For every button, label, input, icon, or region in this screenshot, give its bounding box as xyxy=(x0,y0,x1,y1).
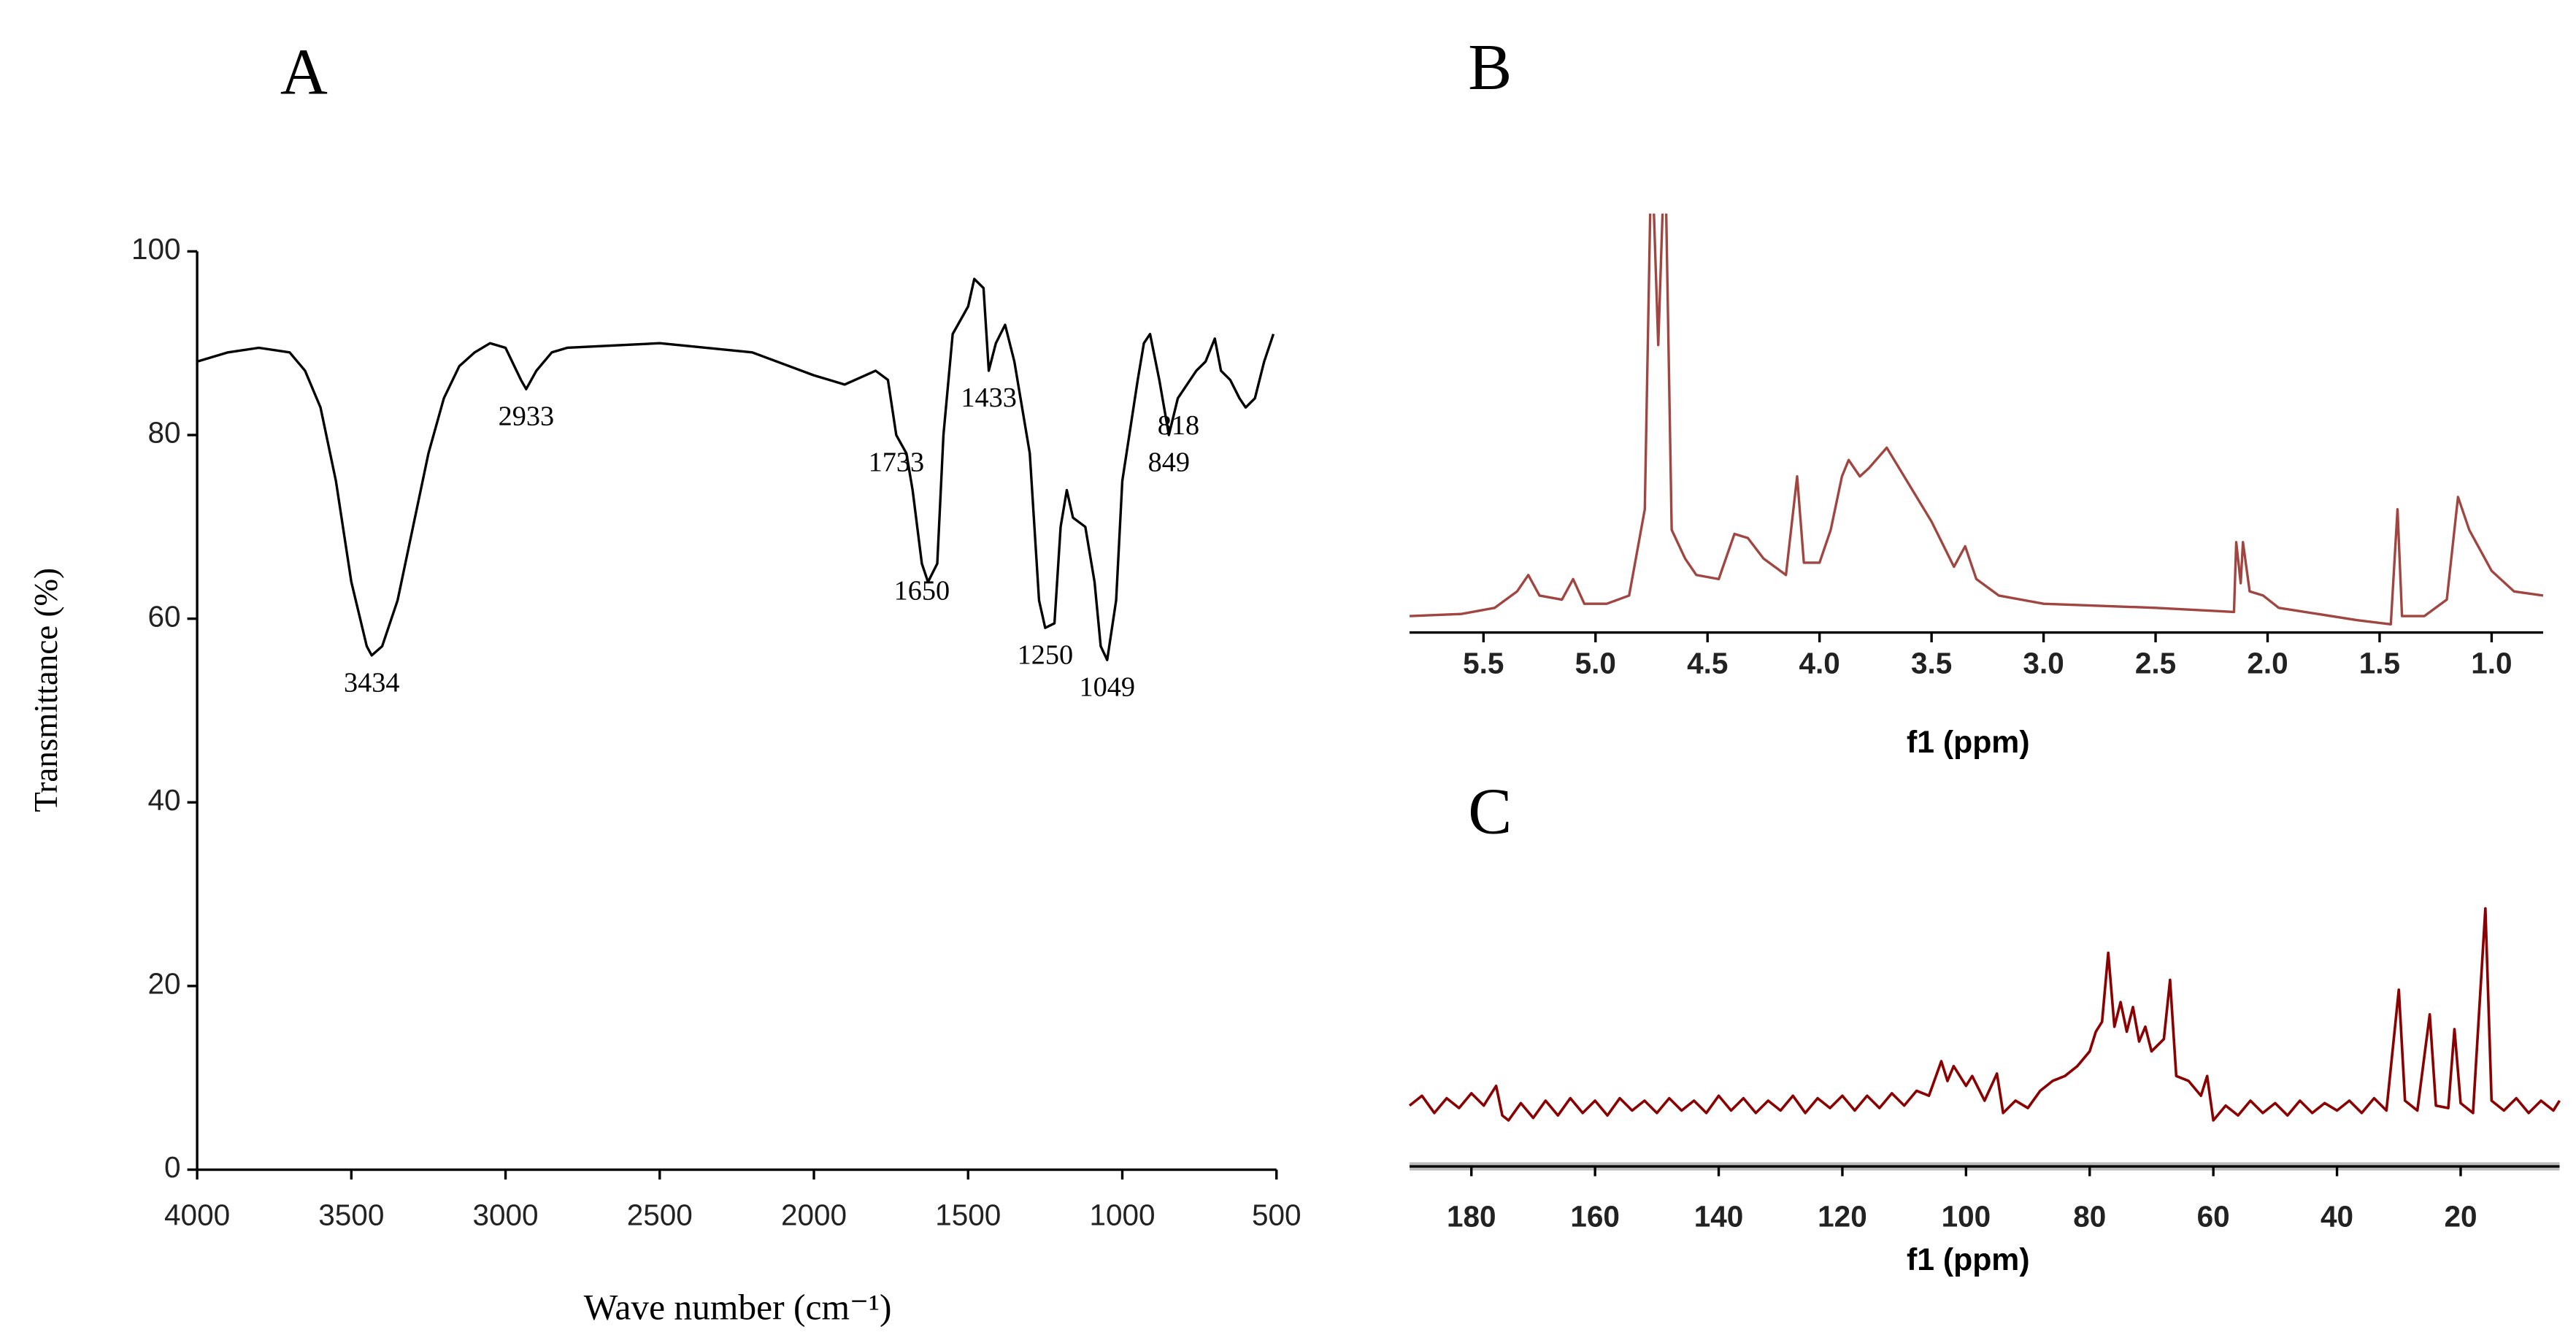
x-axis-label: f1 (ppm) xyxy=(1907,725,2030,760)
x-tick-label: 1.0 xyxy=(2471,646,2512,680)
spectrum-line xyxy=(1408,907,2561,1122)
x-tick-label: 20 xyxy=(2444,1200,2477,1234)
peak-label: 3434 xyxy=(344,667,400,698)
x-axis-label: Wave number (cm⁻¹) xyxy=(584,1287,892,1327)
x-tick-label: 2.5 xyxy=(2135,646,2176,680)
x-tick-label: 2.0 xyxy=(2247,646,2288,680)
y-tick-label: 80 xyxy=(148,416,181,450)
x-tick-label: 4000 xyxy=(164,1198,230,1231)
x-tick-label: 40 xyxy=(2321,1200,2353,1234)
x-tick-label: 60 xyxy=(2197,1200,2230,1234)
y-tick-label: 40 xyxy=(148,783,181,817)
peak-label: 1733 xyxy=(869,447,925,477)
x-tick-label: 3500 xyxy=(318,1198,384,1231)
x-tick-label: 120 xyxy=(1818,1200,1867,1234)
y-tick-label: 0 xyxy=(164,1150,181,1184)
x-tick-label: 180 xyxy=(1447,1200,1496,1234)
peak-label: 2933 xyxy=(499,401,555,431)
peak-label: 818 xyxy=(1158,410,1199,441)
x-tick-label: 140 xyxy=(1694,1200,1744,1234)
y-tick-label: 100 xyxy=(131,232,181,266)
x-tick-label: 80 xyxy=(2073,1200,2106,1234)
x-tick-label: 2500 xyxy=(627,1198,693,1231)
y-tick-label: 60 xyxy=(148,599,181,633)
peak-label: 1650 xyxy=(894,575,950,606)
x-tick-label: 2000 xyxy=(781,1198,847,1231)
x-tick-label: 1.5 xyxy=(2359,646,2400,680)
x-tick-label: 100 xyxy=(1942,1200,1991,1234)
spectrum-line xyxy=(196,277,1275,661)
peak-label: 849 xyxy=(1148,447,1190,477)
peak-label: 1250 xyxy=(1018,640,1074,671)
y-tick-label: 20 xyxy=(148,967,181,1001)
x-tick-label: 5.0 xyxy=(1575,646,1616,680)
x-tick-label: 3.0 xyxy=(2023,646,2064,680)
panel-label: C xyxy=(1468,776,1512,848)
x-tick-label: 1500 xyxy=(935,1198,1001,1231)
x-tick-label: 5.5 xyxy=(1463,646,1504,680)
x-tick-label: 160 xyxy=(1570,1200,1620,1234)
x-tick-label: 3000 xyxy=(472,1198,538,1231)
y-axis-label: Transmittance (%) xyxy=(28,568,64,812)
x-tick-label: 1000 xyxy=(1089,1198,1155,1231)
x-tick-label: 3.5 xyxy=(1911,646,1952,680)
x-tick-label: 4.0 xyxy=(1799,646,1840,680)
peak-label: 1049 xyxy=(1080,672,1136,703)
x-tick-label: 4.5 xyxy=(1687,646,1728,680)
spectrum-line xyxy=(1410,213,2543,626)
peak-label: 1433 xyxy=(961,382,1017,413)
panel-label: B xyxy=(1468,31,1512,104)
x-tick-label: 500 xyxy=(1252,1198,1302,1231)
panel-label: A xyxy=(280,36,328,109)
x-axis-label: f1 (ppm) xyxy=(1907,1242,2030,1277)
